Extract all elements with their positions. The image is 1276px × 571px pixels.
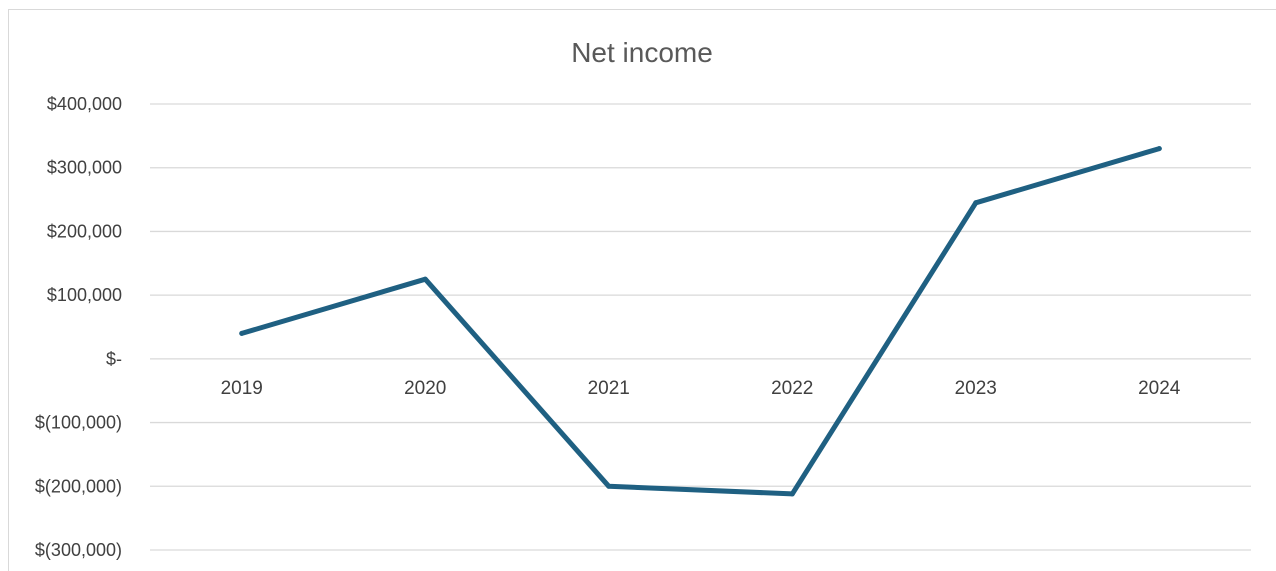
chart-title: Net income	[571, 37, 713, 68]
x-tick-label: 2023	[955, 378, 997, 399]
x-tick-label: 2020	[404, 378, 446, 399]
y-tick-label: $(200,000)	[35, 476, 122, 496]
x-tick-label: 2019	[221, 378, 263, 399]
y-axis-tick-labels: $400,000 $300,000 $200,000 $100,000 $- $(100,…	[35, 94, 122, 560]
y-tick-label: $-	[106, 349, 122, 369]
x-tick-label: 2024	[1138, 378, 1181, 399]
data-point	[606, 483, 612, 489]
series-line	[239, 146, 1162, 497]
x-axis-tick-labels: 2019 2020 2021 2022 2023 2024	[221, 378, 1181, 399]
data-point	[789, 491, 795, 497]
y-tick-label: $400,000	[47, 94, 122, 114]
x-tick-label: 2021	[588, 378, 630, 399]
y-tick-label: $300,000	[47, 158, 122, 178]
y-tick-label: $(100,000)	[35, 413, 122, 433]
y-tick-label: $100,000	[47, 285, 122, 305]
data-point	[973, 200, 979, 206]
gridlines	[150, 103, 1251, 551]
y-tick-label: $200,000	[47, 221, 122, 241]
data-point	[422, 276, 428, 282]
data-point	[1156, 146, 1162, 152]
x-tick-label: 2022	[771, 378, 813, 399]
chart-frame	[8, 9, 1276, 571]
series-layer	[239, 146, 1162, 497]
data-point	[239, 330, 245, 336]
y-tick-label: $(300,000)	[35, 540, 122, 560]
